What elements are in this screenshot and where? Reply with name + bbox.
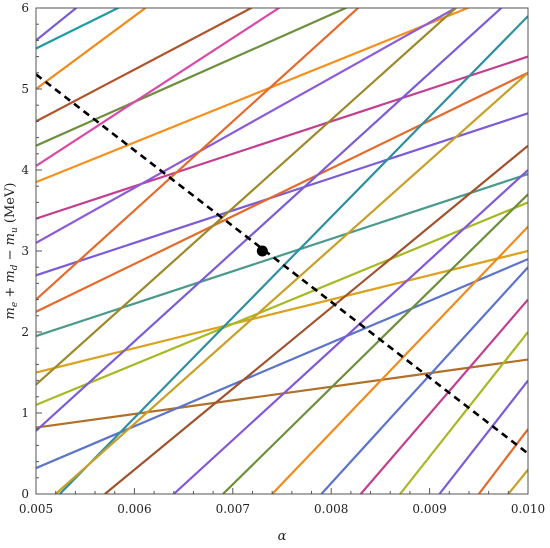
- reference-point-marker: [256, 245, 268, 257]
- series-line-19: [36, 8, 360, 301]
- x-axis-ticks: 0.005 0.006 0.007 0.008 0.009 0.010: [19, 488, 545, 516]
- y-tick-label: 2: [21, 325, 29, 339]
- series-line-23: [173, 169, 528, 494]
- y-axis-ticks: 0 1 2 3 4 5 6: [21, 1, 42, 501]
- series-line-26: [320, 266, 528, 494]
- x-axis-title: α: [278, 529, 287, 544]
- reference-layer: [36, 73, 528, 455]
- x-tick-label: 0.007: [216, 502, 250, 516]
- series-line-14: [36, 8, 281, 167]
- reference-dashed-line: [36, 73, 528, 455]
- series-line-5: [36, 55, 528, 220]
- x-tick-label: 0.006: [117, 502, 151, 516]
- y-tick-label: 4: [21, 163, 29, 177]
- series-line-24: [222, 193, 528, 494]
- series-line-3: [36, 173, 528, 338]
- series-line-9: [36, 201, 528, 406]
- x-tick-label: 0.010: [511, 502, 545, 516]
- series-line-31: [507, 469, 528, 494]
- y-tick-label: 5: [21, 82, 29, 96]
- y-tick-label: 0: [21, 487, 29, 501]
- series-layer: [36, 8, 528, 494]
- y-axis-title: me + md − mu (MeV): [3, 183, 20, 320]
- series-line-17: [36, 8, 458, 386]
- series-line-21: [54, 71, 528, 494]
- series-line-28: [399, 331, 528, 494]
- series-line-11: [36, 8, 458, 244]
- y-tick-label: 6: [21, 1, 29, 15]
- series-line-7: [36, 8, 349, 147]
- series-line-30: [477, 428, 528, 494]
- series-line-25: [271, 225, 528, 494]
- series-line-4: [36, 112, 528, 277]
- y-tick-label: 3: [21, 244, 29, 258]
- series-line-10: [36, 71, 528, 313]
- x-tick-label: 0.005: [19, 502, 53, 516]
- series-line-18: [36, 8, 503, 432]
- series-line-15: [36, 8, 148, 90]
- x-tick-label: 0.008: [314, 502, 348, 516]
- x-tick-label: 0.009: [412, 502, 446, 516]
- series-line-29: [438, 379, 528, 494]
- series-line-1: [36, 249, 528, 374]
- series-line-12: [36, 8, 254, 123]
- series-line-22: [104, 144, 528, 494]
- y-tick-label: 1: [21, 406, 29, 420]
- series-line-20: [58, 15, 528, 494]
- series-line-27: [359, 298, 528, 494]
